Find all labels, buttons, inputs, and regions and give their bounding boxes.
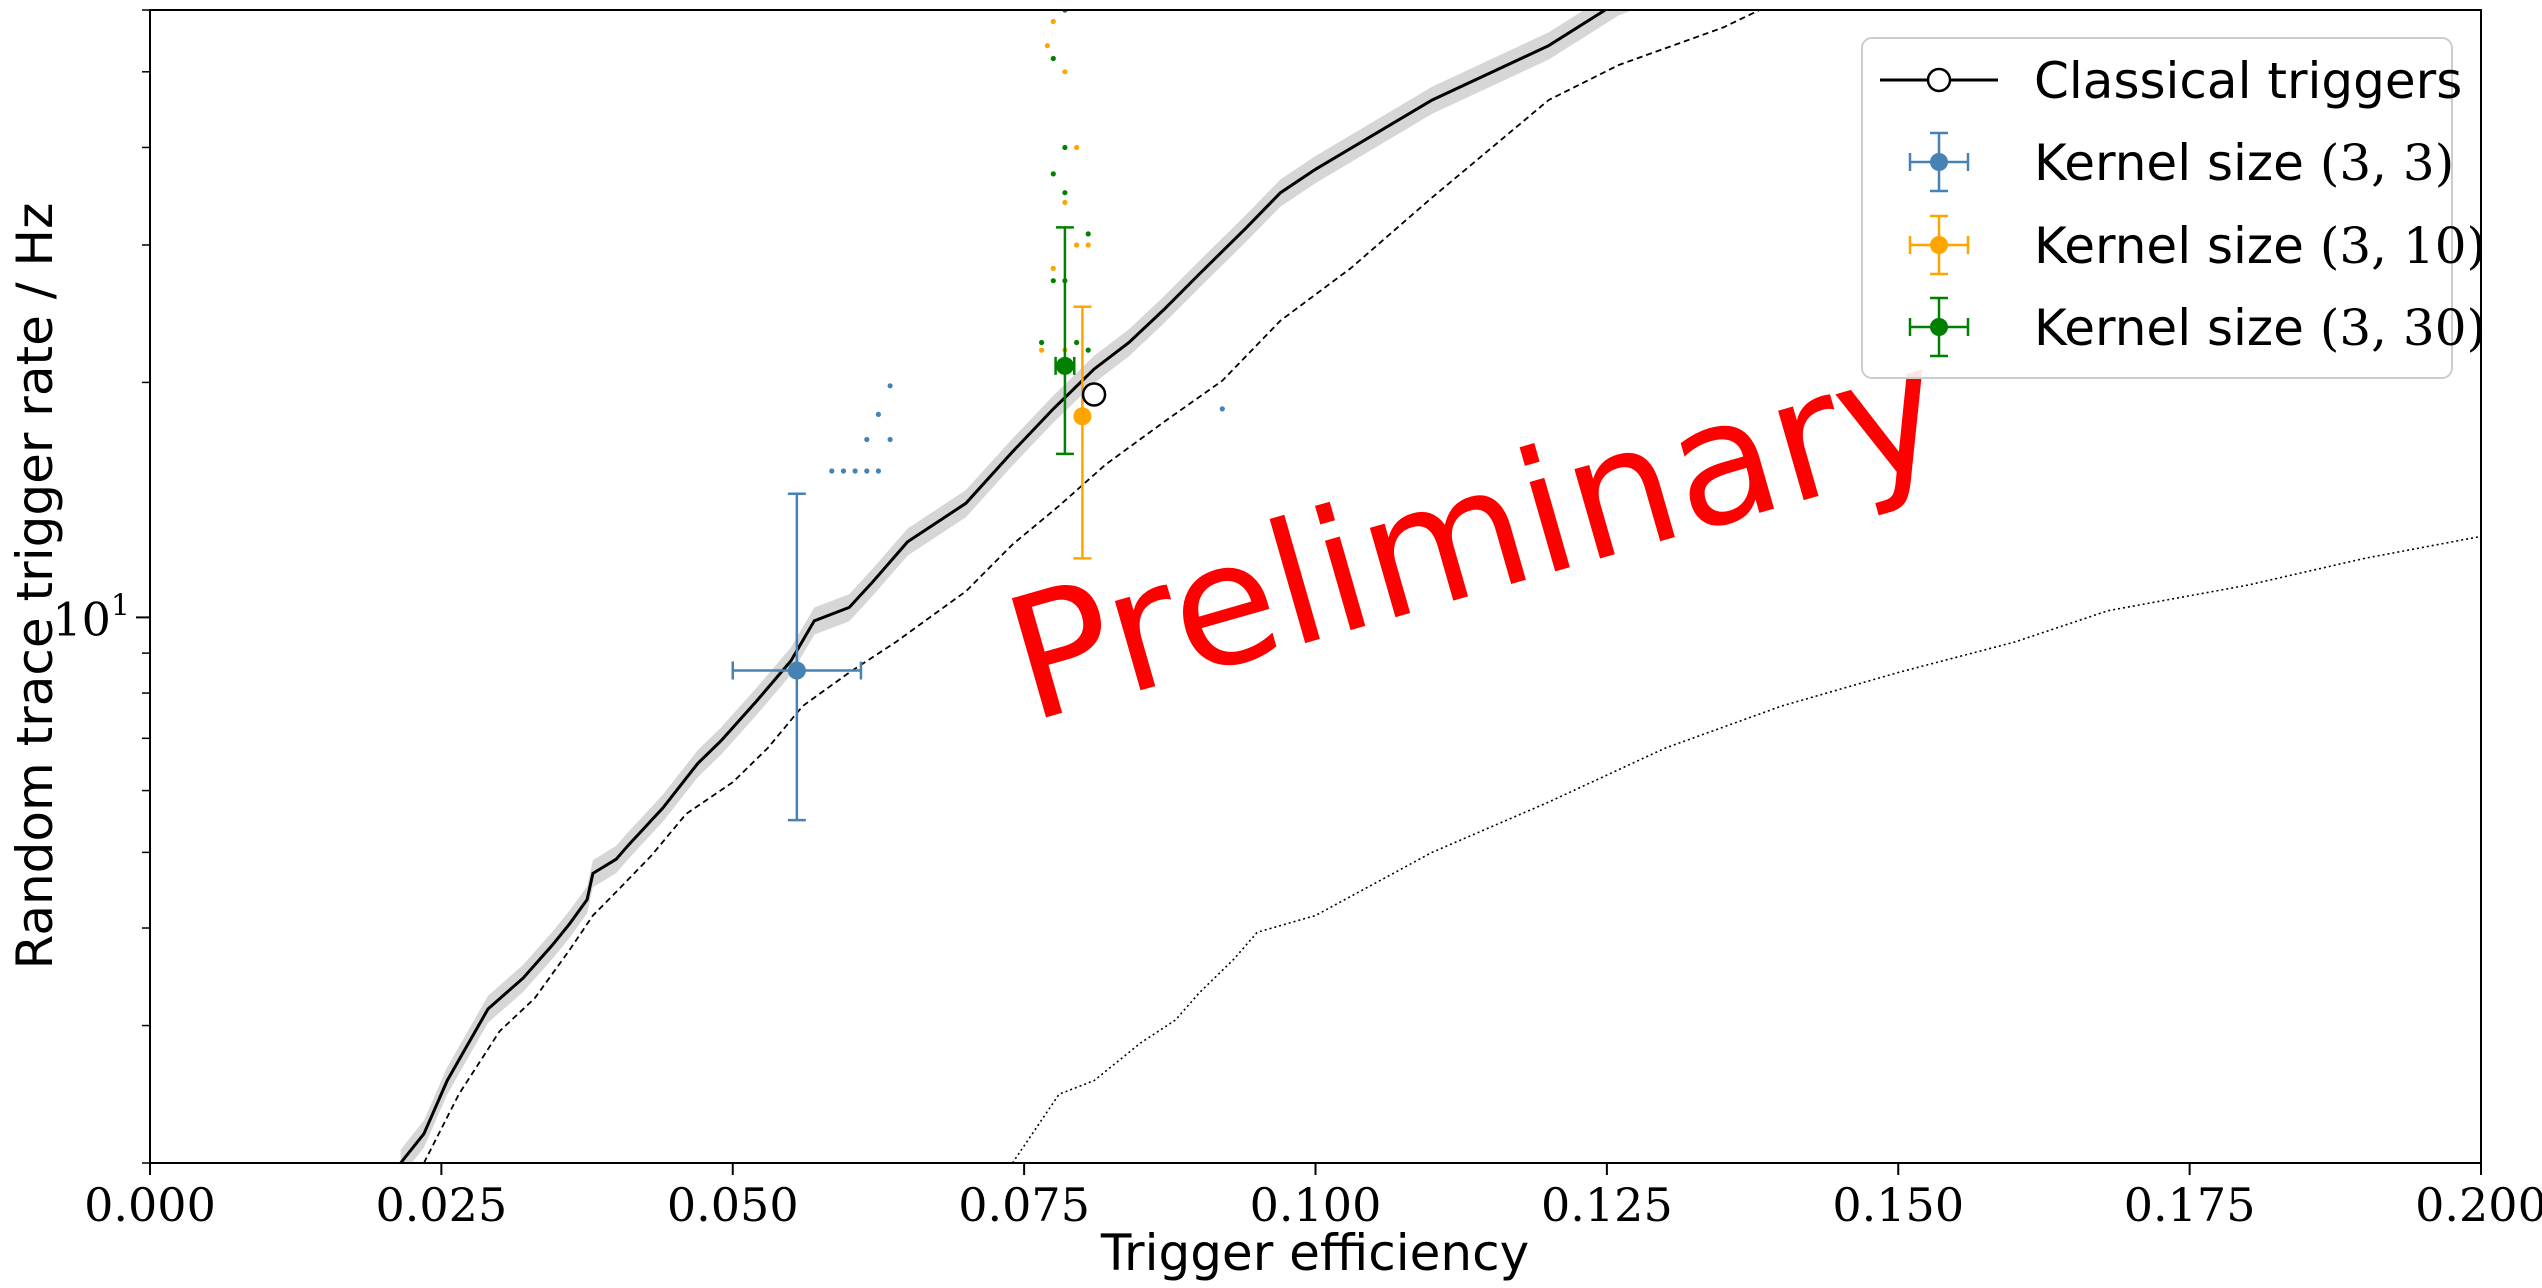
legend-label-classical: Classical triggers: [2034, 52, 2462, 110]
scatter-dot-0-4: [875, 468, 882, 474]
x-tick-label-0: 0.000: [84, 1178, 216, 1232]
scatter-dot-1-4: [1074, 144, 1080, 151]
scatter-dot-1-1: [1044, 43, 1050, 49]
x-tick-label-3: 0.075: [958, 1178, 1090, 1232]
classical-marker: [1081, 382, 1107, 407]
scatter-dot-0-7: [875, 411, 882, 417]
scatter-dot-0-9: [1219, 406, 1225, 412]
y-tick-label: 101: [52, 588, 130, 646]
x-tick-label-4: 0.100: [1250, 1178, 1382, 1232]
scatter-dot-2-4: [1062, 190, 1068, 196]
y-tick-base: 10: [52, 592, 111, 646]
error-bars: [731, 226, 1107, 822]
scatter-dot-1-7: [1050, 265, 1056, 271]
x-tick-label-1: 0.025: [376, 1178, 508, 1232]
data-point-2: [1055, 356, 1074, 375]
legend-label-kernel-3-30: Kernel size: [2034, 299, 2304, 357]
scatter-dot-2-6: [1050, 278, 1056, 284]
legend-item-kernel-3-10: Kernel size (3, 10): [1908, 214, 2486, 276]
x-tick-label-7: 0.175: [2124, 1178, 2256, 1232]
plot-area: [399, 10, 2481, 1163]
scatter-dot-1-2: [1050, 18, 1056, 25]
x-tick-label-6: 0.150: [1832, 1178, 1964, 1232]
series-line-classical: [399, 10, 1608, 1163]
scatter-dot-2-10: [1085, 347, 1091, 353]
legend: Classical triggers Kernel size (3, 3) Ke…: [1861, 37, 2486, 379]
scatter-dot-2-8: [1039, 339, 1045, 346]
x-tick-label-5: 0.125: [1541, 1178, 1673, 1232]
axis-ticks: 0.000 0.025 0.050 0.075 0.100 0.125 0.150 0.175…: [52, 9, 2542, 1232]
legend-math-3-10: (3, 10): [2320, 217, 2486, 275]
svg-text:Kernel size (3, 30): Kernel size (3, 30): [2034, 299, 2486, 357]
svg-text:Kernel size (3, 3): Kernel size (3, 3): [2034, 134, 2454, 192]
legend-label-kernel-3-3: Kernel size: [2034, 134, 2304, 192]
scatter-dot-0-8: [887, 383, 893, 389]
legend-item-kernel-3-30: Kernel size (3, 30): [1908, 296, 2486, 358]
legend-item-classical: Classical triggers: [1880, 52, 2462, 110]
scatter-dot-1-6: [1074, 242, 1080, 248]
scatter-dot-0-0: [829, 468, 835, 474]
scatter-dot-2-3: [1050, 171, 1056, 177]
scatter-dot-2-0: [1050, 55, 1056, 62]
scatter-dot-0-3: [864, 468, 870, 474]
scatter-dot-1-3: [1062, 69, 1068, 75]
y-axis-label: Random trace trigger rate / Hz: [6, 203, 64, 970]
series-line-dotted: [1011, 535, 2481, 1163]
data-point-1: [1073, 407, 1092, 426]
scatter-dot-0-2: [852, 468, 858, 474]
series-line-dashed: [423, 10, 1762, 1163]
scatter-dot-0-6: [887, 436, 893, 443]
y-tick-exponent: 1: [111, 588, 130, 623]
data-point-0: [787, 661, 806, 680]
scatter-dot-0-1: [840, 468, 847, 474]
scatter-dot-2-9: [1074, 339, 1080, 346]
legend-label-kernel-3-10: Kernel size: [2034, 217, 2304, 275]
scatter-dot-1-8: [1085, 242, 1091, 248]
x-axis-label: Trigger efficiency: [1100, 1224, 1529, 1282]
scatter-dot-2-2: [1062, 144, 1068, 151]
scatter-dot-2-5: [1085, 231, 1091, 237]
legend-math-3-30: (3, 30): [2320, 299, 2486, 357]
legend-math-3-3: (3, 3): [2320, 134, 2454, 192]
scatter-dot-1-9: [1039, 347, 1045, 353]
legend-item-kernel-3-3: Kernel size (3, 3): [1908, 131, 2454, 193]
legend-box: [1861, 37, 2453, 379]
legend-marker-classical: [1926, 67, 1952, 93]
svg-text:Kernel size (3, 10): Kernel size (3, 10): [2034, 217, 2486, 275]
scatter-dot-1-5: [1062, 199, 1068, 206]
scatter-dot-0-5: [864, 436, 870, 443]
x-tick-label-8: 0.200: [2415, 1178, 2542, 1232]
watermark-text: Preliminary: [987, 306, 1964, 761]
x-tick-label-2: 0.050: [667, 1178, 799, 1232]
scatter-dots: [829, 10, 1225, 474]
